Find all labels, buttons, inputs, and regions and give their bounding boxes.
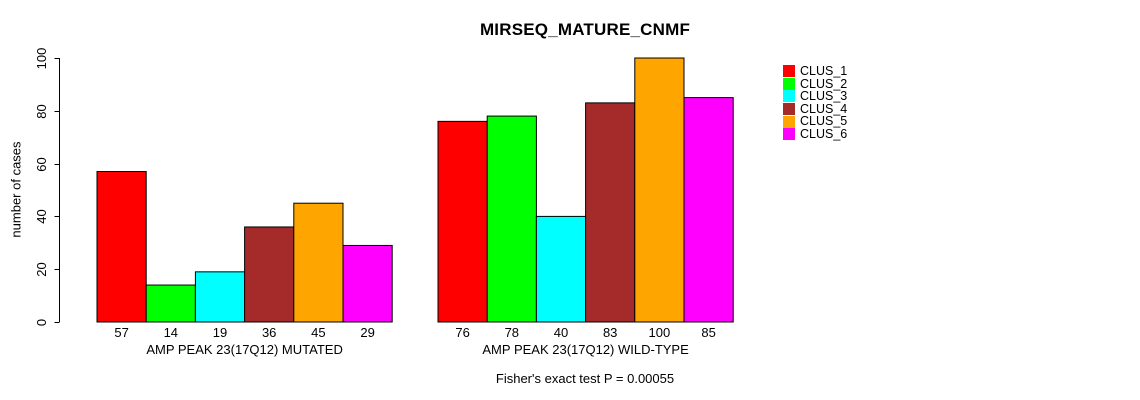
legend-item-label: CLUS_1 (800, 64, 848, 78)
bar-value-label: 85 (701, 325, 715, 340)
bar-clus_5-group1 (293, 202, 344, 323)
bar-clus_4-group1 (244, 226, 295, 323)
y-axis-tick-label: 80 (34, 104, 49, 118)
legend-item: CLUS_3 (783, 90, 847, 103)
legend-item-label: CLUS_2 (800, 76, 848, 91)
bar-clus_5-group2 (634, 57, 685, 323)
bar-clus_1-group2 (437, 120, 488, 323)
bar-clus_4-group2 (585, 102, 636, 323)
legend-swatch (783, 115, 795, 128)
bar-value-label: 57 (114, 325, 128, 340)
legend-item-label: CLUS_4 (800, 101, 848, 116)
chart-title: MIRSEQ_MATURE_CNMF (479, 20, 691, 39)
legend-item-label: CLUS_3 (800, 89, 848, 104)
legend-item: CLUS_1 (783, 65, 847, 78)
group-label: AMP PEAK 23(17Q12) WILD-TYPE (482, 342, 689, 357)
legend-item: CLUS_2 (783, 76, 848, 91)
legend-swatch (783, 65, 795, 78)
legend-item: CLUS_4 (783, 103, 847, 116)
legend: CLUS_1 CLUS_2 CLUS_3 CLUS_4 CLUS_5 CLUS_6 (783, 65, 847, 141)
legend-swatch (783, 77, 795, 90)
legend-item: CLUS_5 (783, 115, 847, 128)
legend-item: CLUS_6 (783, 128, 847, 141)
bar-value-label: 36 (262, 325, 276, 340)
bar-clus_1-group1 (96, 171, 147, 323)
bar-clus_3-group2 (535, 215, 587, 323)
legend-item-label: CLUS_5 (800, 114, 848, 129)
legend-item-label: CLUS_6 (800, 126, 848, 141)
bar-value-label: 100 (649, 325, 671, 340)
bar-value-label: 40 (554, 325, 568, 340)
bar-clus_2-group1 (145, 284, 196, 323)
bar-value-label: 83 (603, 325, 617, 340)
legend-swatch (783, 90, 795, 103)
bar-value-label: 14 (164, 325, 178, 340)
y-axis-tick-label: 20 (34, 262, 49, 276)
bar-clus_6-group1 (342, 244, 393, 323)
bar-clus_6-group2 (683, 97, 734, 323)
group-label: AMP PEAK 23(17Q12) MUTATED (146, 342, 343, 357)
legend-swatch (783, 103, 795, 116)
y-axis-tick-label: 0 (34, 319, 49, 326)
y-axis-tick-label: 40 (34, 209, 49, 223)
bar-value-label: 45 (311, 325, 325, 340)
y-axis-tick-label: 100 (34, 48, 49, 70)
y-axis-tick-label: 60 (34, 157, 49, 171)
bar-clus_3-group1 (194, 271, 246, 323)
bar-clus_2-group2 (486, 115, 537, 323)
fisher-test-annotation: Fisher's exact test P = 0.00055 (495, 371, 675, 386)
legend-swatch (783, 128, 795, 141)
bar-value-label: 19 (213, 325, 227, 340)
bar-value-label: 29 (360, 325, 374, 340)
bar-value-label: 76 (455, 325, 469, 340)
bar-value-label: 78 (505, 325, 519, 340)
